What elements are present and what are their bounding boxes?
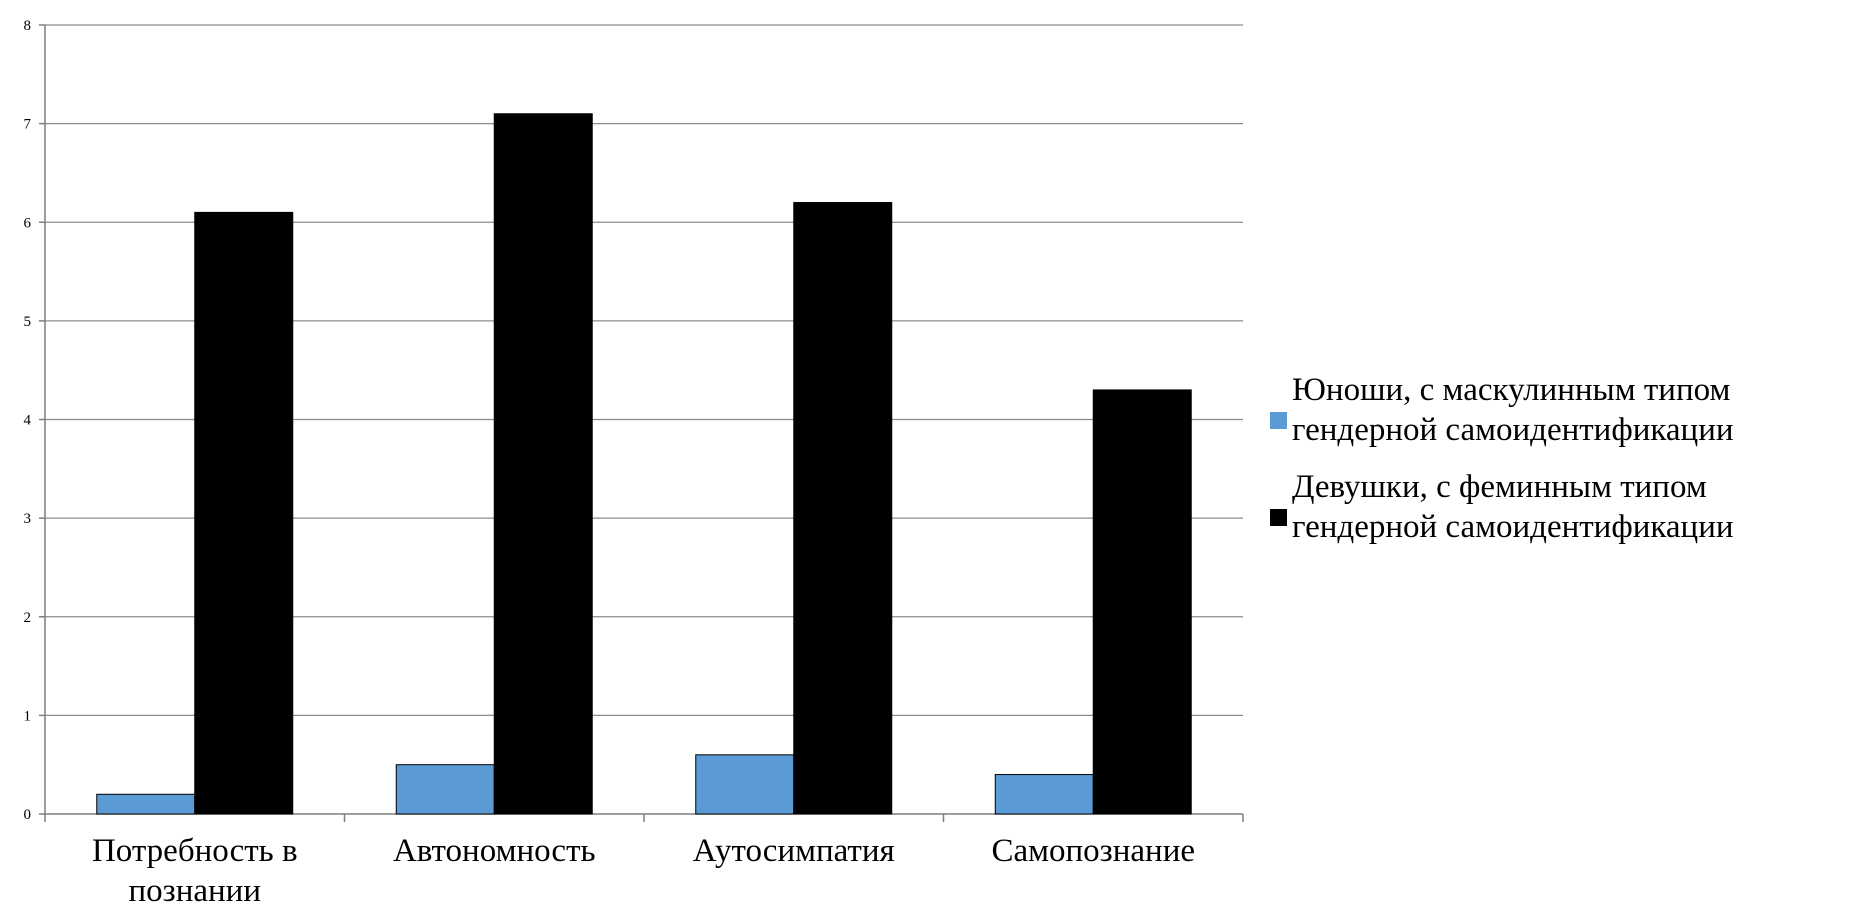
y-tick-label: 1 — [24, 708, 32, 724]
x-tick-label-line: познании — [129, 873, 261, 909]
x-tick-label: Автономность — [393, 833, 596, 869]
x-tick-label-line: Потребность в — [92, 833, 298, 869]
x-tick-labels: Потребность в познании Автономность Аутосим… — [92, 833, 1195, 909]
y-tick-labels: 0 1 2 3 4 5 6 7 8 — [24, 18, 32, 823]
x-tick-label: Потребность в познании — [92, 833, 298, 909]
bar-series-1-2 — [695, 754, 795, 815]
legend-label-line: Юноши, с маскулинным типом — [1292, 372, 1730, 408]
legend-label-line: гендерной самоидентификации — [1292, 509, 1734, 545]
bar-series-1-3 — [994, 774, 1094, 815]
bars — [96, 113, 1192, 815]
x-tick-label-line: Аутосимпатия — [693, 833, 895, 869]
x-tick-label: Самопознание — [991, 833, 1195, 869]
bar-series-2-1 — [493, 113, 593, 815]
bar-series-2-3 — [1092, 389, 1192, 815]
y-tick-label: 4 — [24, 413, 32, 429]
legend-label-line: гендерной самоидентификации — [1292, 412, 1734, 448]
bar-series-1-0 — [96, 793, 196, 815]
bar-series-1-1 — [395, 764, 495, 815]
y-tick-label: 2 — [24, 610, 32, 626]
legend-swatch — [1270, 412, 1287, 429]
y-tick-label: 0 — [24, 807, 32, 823]
legend-label: Девушки, с феминным типом гендерной самои… — [1292, 469, 1734, 545]
y-tick-label: 3 — [24, 511, 32, 527]
legend-label-line: Девушки, с феминным типом — [1292, 469, 1707, 505]
bar-series-2-0 — [194, 211, 294, 815]
y-tick-label: 5 — [24, 314, 32, 330]
y-tick-label: 6 — [24, 215, 32, 231]
y-tick-label: 8 — [24, 18, 32, 34]
legend: Юноши, с маскулинным типом гендерной само… — [1270, 372, 1734, 545]
bar-series-2-2 — [793, 202, 893, 815]
x-tick-label: Аутосимпатия — [693, 833, 895, 869]
x-tick-label-line: Самопознание — [991, 833, 1195, 869]
x-tick-label-line: Автономность — [393, 833, 596, 869]
legend-label: Юноши, с маскулинным типом гендерной само… — [1292, 372, 1734, 448]
legend-swatch — [1270, 509, 1287, 526]
y-tick-label: 7 — [24, 117, 32, 133]
